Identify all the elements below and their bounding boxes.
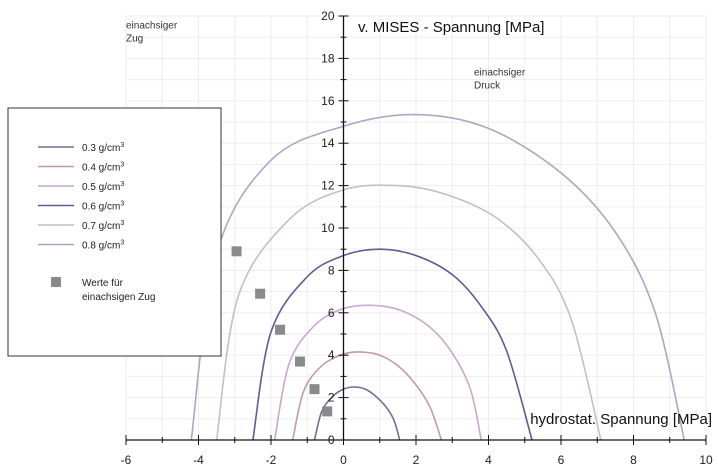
legend-label-2: 0.4 g/cm3 (82, 162, 124, 174)
tick-labels: -6 -4 -2 0 2 4 6 8 10 0 2 4 6 8 10 12 14 16 18 20 (121, 9, 713, 467)
series-line-4 (252, 248, 533, 441)
x-tick-label: 8 (630, 453, 637, 467)
y-axis-title: v. MISES - Spannung [MPa] (358, 19, 544, 36)
x-tick-label: 2 (413, 453, 420, 467)
legend-marker-label: Werte für einachsigen Zug (82, 278, 155, 303)
y-tick-label: 16 (321, 94, 335, 108)
y-tick-label: 14 (321, 136, 335, 150)
x-axis-title: hydrostat. Spannung [MPa] (530, 411, 712, 428)
y-tick-label: 18 (321, 51, 335, 65)
y-tick-label: 6 (328, 306, 335, 320)
legend-marker-label-line: einachsigen Zug (82, 292, 155, 303)
legend-items: 0.3 g/cm3 0.4 g/cm3 0.5 g/cm3 0.6 g/cm3 0.7 … (38, 142, 155, 303)
curve-series (190, 113, 686, 441)
legend-label-superscript: 3 (120, 220, 124, 227)
legend-label-1: 0.3 g/cm3 (82, 142, 124, 154)
legend-label-superscript: 3 (120, 240, 124, 247)
gridlines (125, 15, 707, 441)
legend-label-6: 0.8 g/cm3 (82, 240, 124, 252)
y-tick-label: 20 (321, 9, 335, 23)
y-tick-label: 4 (328, 348, 335, 362)
series-line-1 (313, 386, 401, 441)
annotation-2: einachsiger Druck (474, 67, 526, 91)
data-point (309, 384, 320, 395)
series-line-3 (273, 304, 483, 441)
annotation-line: Zug (126, 34, 143, 45)
y-tick-label: 2 (328, 391, 335, 405)
annotation-line: Druck (474, 80, 501, 91)
data-point (275, 324, 286, 335)
y-tick-label: 8 (328, 263, 335, 277)
legend-marker-label-line: Werte für (82, 278, 124, 289)
x-tick-label: -6 (121, 453, 132, 467)
legend-label-superscript: 3 (120, 201, 124, 208)
data-point (295, 356, 305, 367)
y-tick-label: 10 (321, 221, 335, 235)
legend-label-4: 0.6 g/cm3 (82, 201, 124, 213)
annotation-1: einachsiger Zug (126, 21, 178, 45)
series-line-6 (190, 113, 686, 441)
y-tick-label: 12 (321, 179, 335, 193)
legend: 0.3 g/cm3 0.4 g/cm3 0.5 g/cm3 0.6 g/cm3 0.7 … (7, 107, 222, 357)
legend-label-superscript: 3 (120, 142, 124, 149)
x-tick-label: -4 (193, 453, 204, 467)
x-tick-label: 4 (485, 453, 492, 467)
annotations: einachsiger Zug einachsiger Druck (126, 21, 526, 92)
x-tick-label: 6 (558, 453, 565, 467)
legend-label-3: 0.5 g/cm3 (82, 181, 124, 193)
x-tick-label: 10 (699, 453, 713, 467)
legend-label-superscript: 3 (120, 181, 124, 188)
legend-marker (51, 277, 61, 287)
series-line-2 (291, 351, 443, 441)
legend-box (7, 107, 222, 357)
legend-label-5: 0.7 g/cm3 (82, 220, 124, 232)
data-points (231, 246, 333, 417)
series-line-5 (215, 184, 602, 441)
legend-label-superscript: 3 (120, 162, 124, 169)
data-point (231, 246, 242, 257)
x-tick-label: -2 (266, 453, 277, 467)
annotation-line: einachsiger (474, 67, 526, 78)
y-tick-label: 0 (328, 433, 335, 447)
data-point (255, 288, 266, 299)
annotation-line: einachsiger (126, 21, 178, 32)
axes (125, 15, 707, 445)
x-tick-label: 0 (340, 453, 347, 467)
data-point (322, 406, 333, 417)
